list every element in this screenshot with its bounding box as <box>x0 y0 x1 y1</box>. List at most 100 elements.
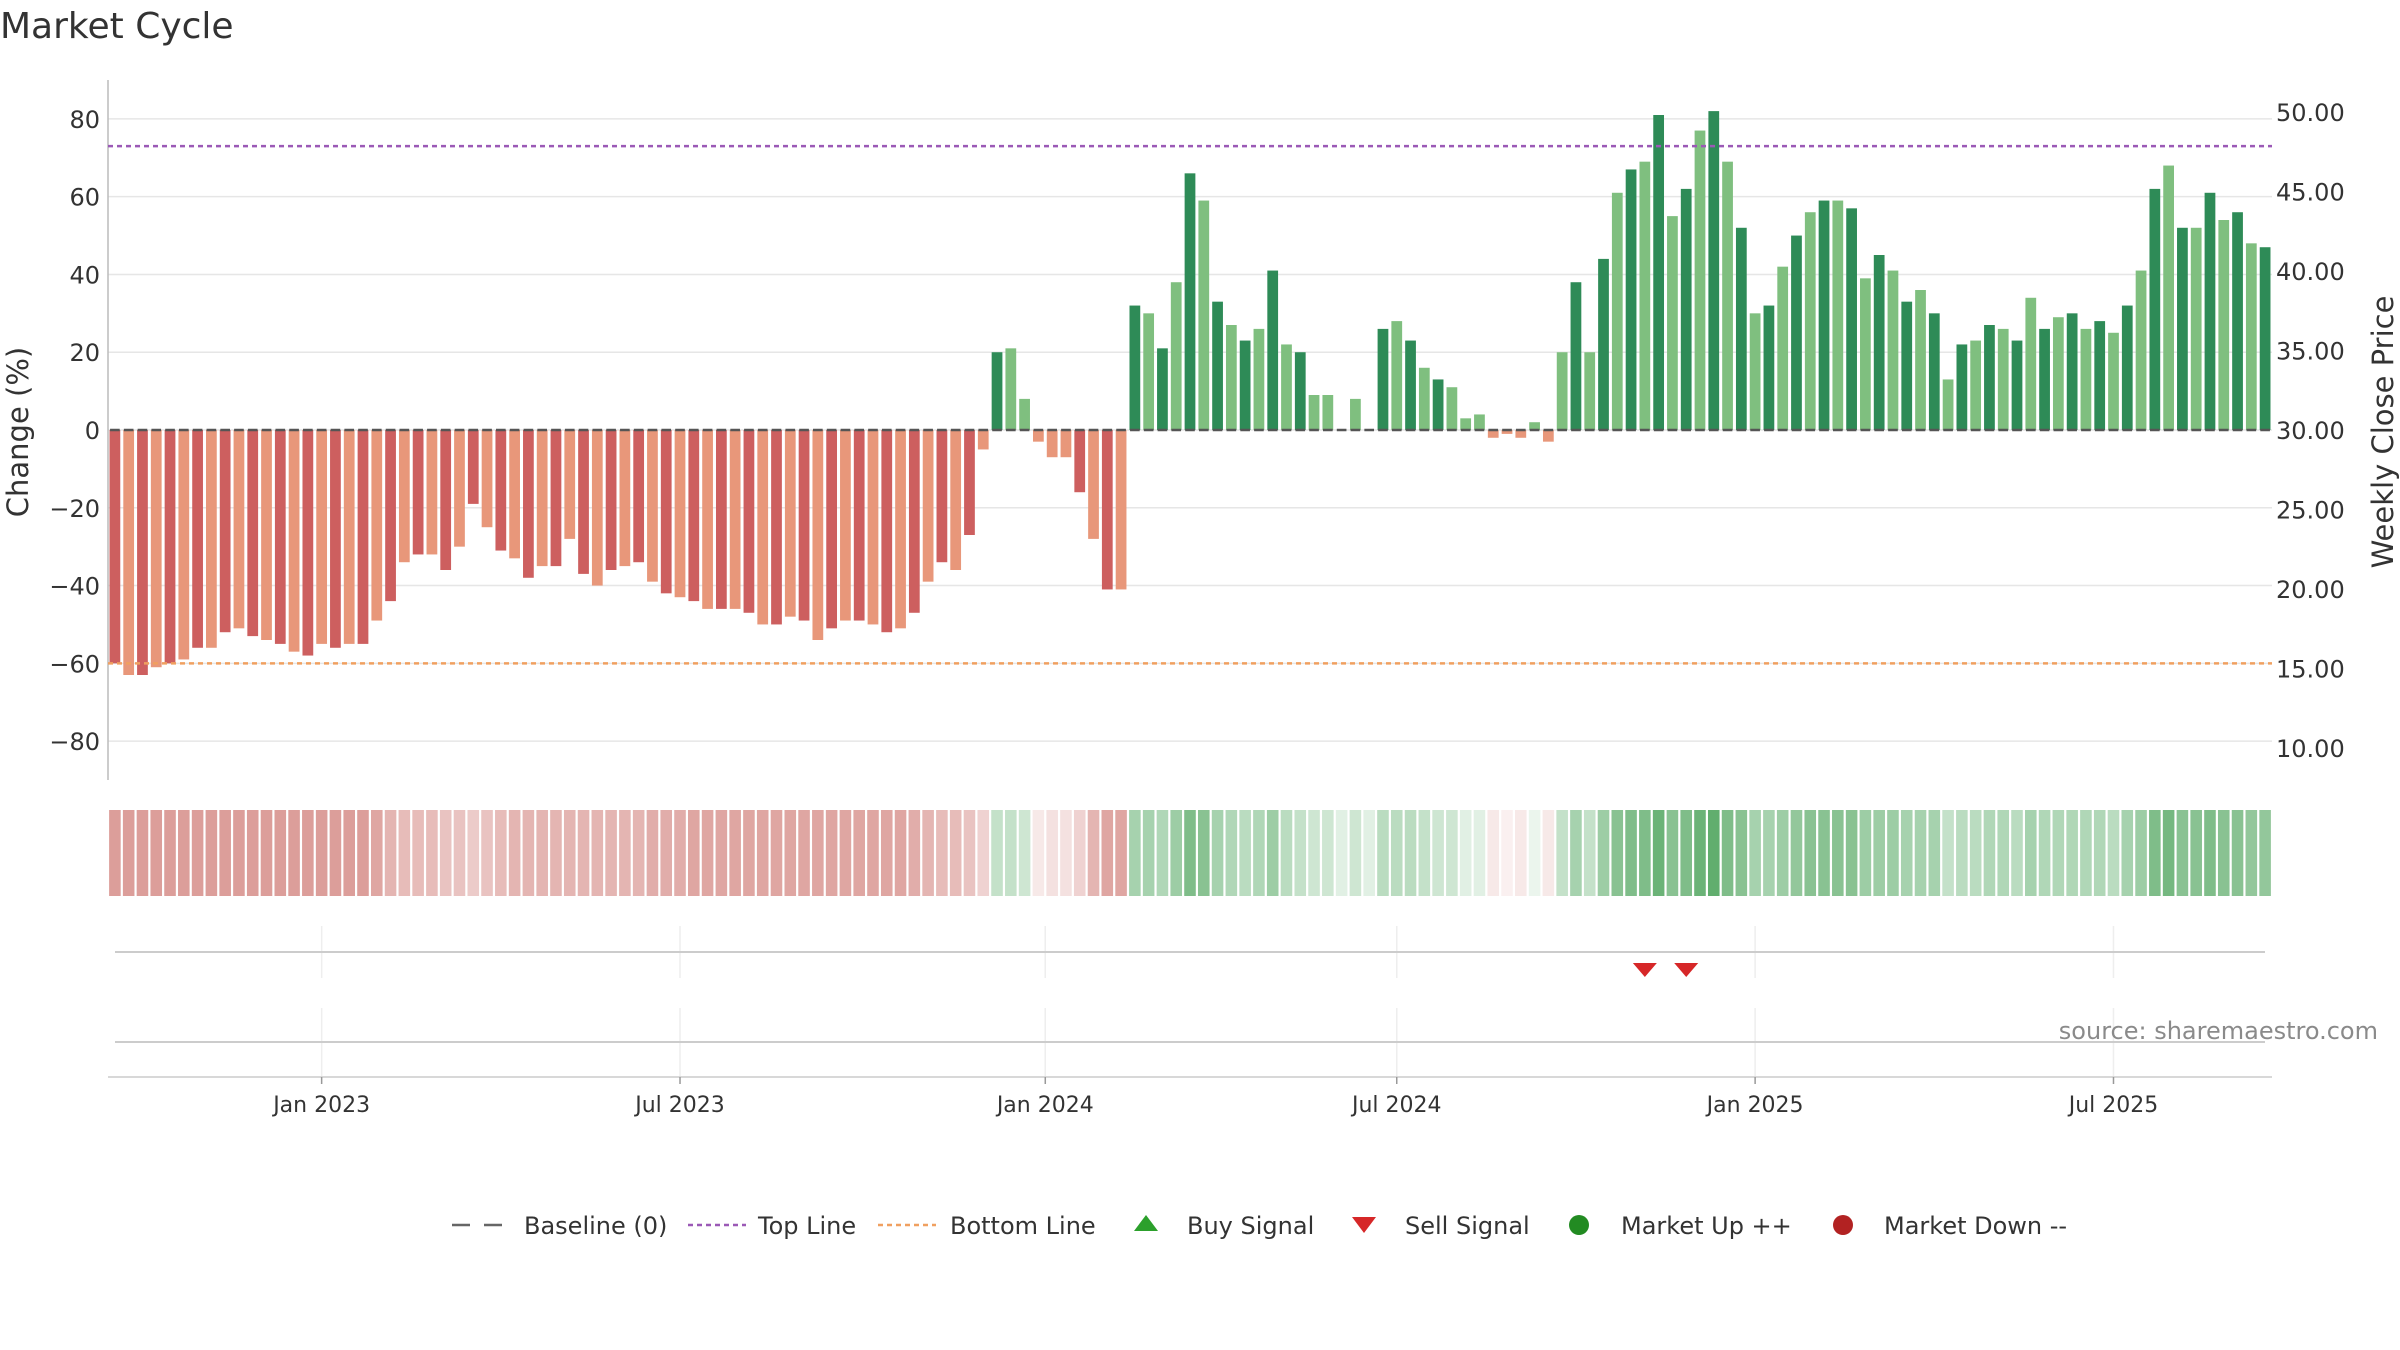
bar <box>1735 227 1747 430</box>
heat-cell <box>260 810 273 896</box>
heat-cell <box>191 810 204 896</box>
heat-cell <box>1859 810 1872 896</box>
heat-cell <box>1818 810 1830 896</box>
bar <box>591 430 603 586</box>
heat-cell <box>1459 810 1472 896</box>
heat-cell <box>825 810 838 896</box>
bar <box>150 430 162 668</box>
heat-cell <box>1694 810 1706 896</box>
heat-cell <box>1390 810 1403 896</box>
bar <box>1942 379 1954 430</box>
heat-cell <box>1914 810 1927 896</box>
heat-cell <box>1005 810 1017 896</box>
heat-cell <box>1087 810 1100 896</box>
bar <box>2039 328 2050 430</box>
heat-cell <box>632 810 645 896</box>
heat-cell <box>922 810 934 896</box>
heat-cell <box>1335 810 1348 896</box>
bar <box>371 430 383 621</box>
heat-cell <box>1253 810 1265 896</box>
heat-cell <box>2149 810 2161 896</box>
heat-cell <box>550 810 562 896</box>
bar <box>1529 422 1540 430</box>
legend-item: Sell Signal <box>1352 1212 1530 1240</box>
bar <box>1818 200 1830 430</box>
heat-cell <box>1763 810 1775 896</box>
market-panel <box>115 1008 2265 1076</box>
bar <box>1350 398 1361 430</box>
heat-cell <box>1790 810 1803 896</box>
bar <box>440 430 452 570</box>
bar <box>1115 430 1127 590</box>
legend-label: Sell Signal <box>1405 1212 1530 1240</box>
bar <box>178 430 190 660</box>
bar <box>1418 367 1430 430</box>
bar <box>1556 352 1568 430</box>
heat-cell <box>743 810 755 896</box>
heat-cell <box>715 810 728 896</box>
right-tick-label: 30.00 <box>2276 417 2345 445</box>
left-tick-label: 60 <box>69 184 100 212</box>
bar <box>1157 348 1168 430</box>
bar <box>881 430 893 633</box>
market-down-legend-icon <box>1833 1215 1853 1235</box>
legend-item: Buy Signal <box>1134 1212 1314 1240</box>
bar <box>467 430 479 504</box>
heat-cell <box>1142 810 1155 896</box>
heat-cell <box>1887 810 1899 896</box>
heat-cell <box>1377 810 1389 896</box>
bar <box>1487 430 1499 438</box>
heat-cell <box>439 810 452 896</box>
bar <box>1584 352 1596 430</box>
heat-cell <box>302 810 314 896</box>
bar <box>1474 414 1485 430</box>
heat-cell <box>2135 810 2147 896</box>
heat-cell <box>522 810 535 896</box>
bar <box>922 430 934 582</box>
bar <box>840 430 851 621</box>
bar <box>1033 430 1044 442</box>
bar <box>536 430 548 567</box>
bar <box>1019 398 1030 430</box>
heat-cell <box>1956 810 1968 896</box>
heat-cell <box>233 810 245 896</box>
heat-cell <box>357 810 369 896</box>
x-ticks: Jan 2023 Jul 2023 Jan 2024 Jul 2024 Jan 2025… <box>271 1077 2158 1118</box>
heat-cell <box>1680 810 1692 896</box>
bar <box>2108 332 2119 430</box>
right-tick-label: 25.00 <box>2276 497 2345 525</box>
bar <box>288 430 300 652</box>
heat-cell <box>798 810 810 896</box>
left-axis-title: Change (%) <box>1 347 35 517</box>
bar <box>2190 227 2202 430</box>
bar <box>1060 430 1072 458</box>
left-tick-label: 0 <box>85 417 100 445</box>
x-tick-label: Jan 2023 <box>271 1093 370 1118</box>
heat-cell <box>1928 810 1941 896</box>
bar <box>2052 317 2064 430</box>
heat-cell <box>1349 810 1362 896</box>
heat-cell <box>1101 810 1114 896</box>
left-tick-label: −20 <box>49 495 100 523</box>
heat-cell <box>508 810 521 896</box>
heat-cell <box>453 810 466 896</box>
heat-cell <box>880 810 893 896</box>
bar <box>1680 188 1692 430</box>
right-tick-label: 40.00 <box>2276 258 2345 286</box>
bar <box>1873 255 1885 430</box>
bar <box>784 430 796 617</box>
bar <box>743 430 755 613</box>
heat-cell <box>908 810 921 896</box>
bar <box>2232 212 2243 430</box>
heat-cell <box>591 810 604 896</box>
bar <box>302 430 314 656</box>
bar <box>1570 282 1582 430</box>
bar <box>192 430 203 648</box>
bar <box>2259 247 2271 430</box>
heat-cell <box>1156 810 1169 896</box>
bar <box>1294 352 1306 430</box>
x-tick-label: Jul 2023 <box>633 1093 725 1118</box>
bar <box>2135 270 2147 430</box>
heat-cell <box>1432 810 1444 896</box>
bar <box>578 430 589 574</box>
